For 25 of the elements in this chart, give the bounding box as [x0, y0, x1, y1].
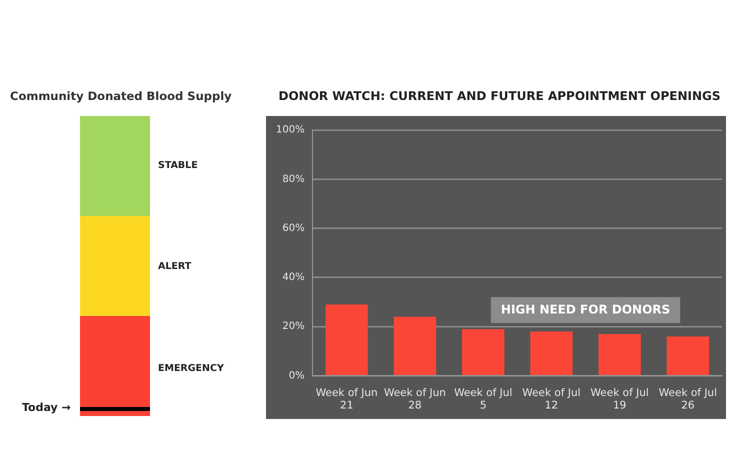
y-tick-label: 20%	[282, 321, 305, 332]
y-tick-label: 60%	[282, 222, 305, 234]
annotation: HIGH NEED FOR DONORS	[500, 302, 670, 316]
bar	[598, 334, 641, 376]
text: ALERT	[158, 261, 192, 272]
x-tick-label: Week of Jun 21	[316, 386, 378, 412]
bar	[394, 316, 436, 376]
chart-title: DONOR WATCH: CURRENT AND FUTURE APPOINTMENT OPENINGS	[277, 89, 722, 103]
x-tick-label: Week of Jul 12	[522, 386, 581, 412]
text: STABLE	[158, 160, 198, 171]
bar	[326, 304, 368, 376]
bar	[666, 336, 710, 376]
text: EMERGENCY	[158, 363, 224, 374]
y-tick-label: 40%	[282, 272, 305, 284]
text: Today →	[22, 401, 71, 414]
y-tick-label: 100%	[276, 124, 305, 136]
bar	[530, 332, 573, 376]
bar	[462, 329, 504, 376]
x-tick-label: Week of Jul 26	[658, 386, 717, 412]
y-tick-label: 0%	[288, 370, 305, 382]
x-tick-label: Week of Jul 5	[454, 386, 512, 412]
y-tick-label: 80%	[282, 174, 305, 185]
x-tick-label: Week of Jun 28	[384, 386, 446, 412]
text: Community Donated Blood Supply	[10, 89, 232, 103]
x-tick-label: Week of Jul 19	[590, 386, 649, 412]
